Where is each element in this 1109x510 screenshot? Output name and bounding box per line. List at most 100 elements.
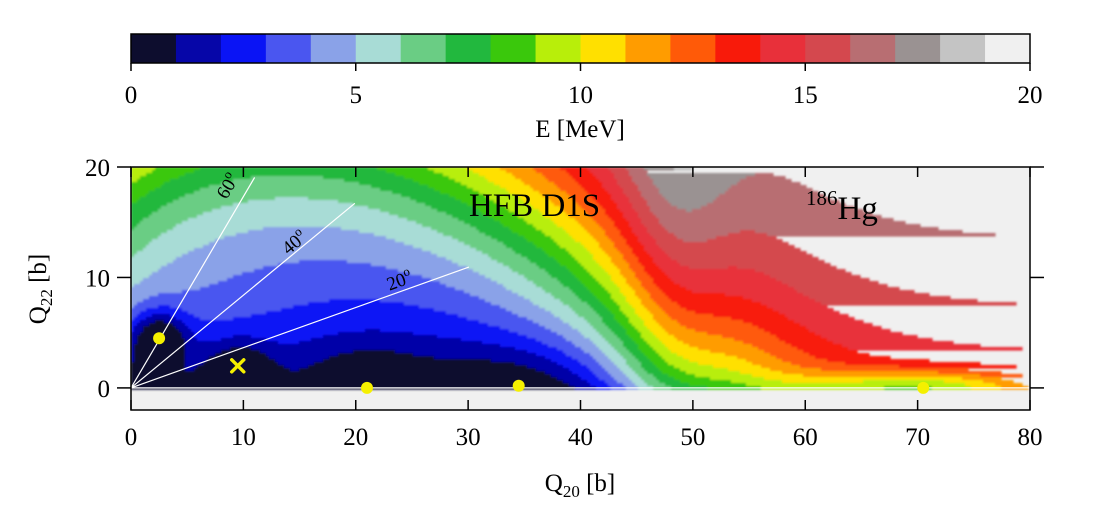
contour-band-segment <box>509 191 540 195</box>
contour-band-segment <box>404 176 450 180</box>
contour-band-segment <box>635 275 651 279</box>
contour-band-segment <box>632 179 654 183</box>
contour-band-segment <box>194 335 234 339</box>
contour-band-segment <box>194 314 252 318</box>
contour-band-segment <box>182 290 465 294</box>
contour-band-segment <box>149 215 198 219</box>
contour-band-segment <box>542 194 570 198</box>
contour-band-segment <box>683 356 738 360</box>
contour-band-segment <box>629 335 642 339</box>
contour-band-segment <box>164 182 222 186</box>
contour-band-segment <box>638 329 651 333</box>
contour-band-segment <box>581 242 600 246</box>
contour-band-segment <box>656 365 675 369</box>
contour-band-segment <box>506 170 537 174</box>
contour-band-segment <box>182 254 438 258</box>
contour-band-segment <box>794 287 900 291</box>
contour-band-segment <box>578 182 603 186</box>
contour-band-segment <box>416 200 462 204</box>
contour-band-segment <box>731 380 783 384</box>
contour-band-segment <box>629 365 642 369</box>
contour-band-segment <box>308 197 411 201</box>
contour-band-segment <box>602 206 618 210</box>
colorbar-tick-label: 5 <box>350 82 363 109</box>
contour-band-segment <box>650 344 666 348</box>
contour-band-segment <box>452 215 489 219</box>
contour-band-segment <box>131 236 159 240</box>
x-tick-label: 80 <box>1018 424 1043 451</box>
contour-band-segment <box>635 290 648 294</box>
contour-band-segment <box>482 341 543 345</box>
contour-band-segment <box>944 380 984 384</box>
contour-band-segment <box>497 281 534 285</box>
contour-band-segment <box>611 278 627 282</box>
contour-band-segment <box>521 179 549 183</box>
contour-band-segment <box>647 308 663 312</box>
contour-band-segment <box>134 359 186 363</box>
contour-band-segment <box>623 254 636 258</box>
contour-band-segment <box>629 266 645 270</box>
contour-band-segment <box>242 272 411 276</box>
contour-band-segment <box>131 212 153 216</box>
contour-band-segment <box>575 293 594 297</box>
contour-band-segment <box>689 359 747 363</box>
contour-band-segment <box>773 308 834 312</box>
contour-band-segment <box>131 317 135 321</box>
contour-band-segment <box>248 230 360 234</box>
contour-band-segment <box>674 233 729 237</box>
contour-band-segment <box>185 338 198 342</box>
contour-band-segment <box>545 326 573 330</box>
contour-band-segment <box>635 272 648 276</box>
colorbar-swatches <box>131 34 1031 63</box>
contour-band-segment <box>668 362 699 366</box>
contour-band-segment <box>626 296 639 300</box>
minima-markers <box>153 332 930 394</box>
contour-band-segment <box>572 176 597 180</box>
contour-band-segment <box>515 176 546 180</box>
contour-band-segment <box>662 194 720 198</box>
contour-band-segment <box>656 320 678 324</box>
contour-band-segment <box>290 368 300 372</box>
contour-band-segment <box>134 326 144 330</box>
contour-band-segment <box>827 338 933 342</box>
contour-band-segment <box>671 317 732 321</box>
contour-band-segment <box>512 311 552 315</box>
contour-band-segment <box>527 257 555 261</box>
contour-band-segment <box>506 287 543 291</box>
contour-band-segment <box>566 353 591 357</box>
contour-band-segment <box>458 314 519 318</box>
contour-band-segment <box>278 341 300 345</box>
contour-band-segment <box>629 320 645 324</box>
contour-band-segment <box>539 323 570 327</box>
contour-band-segment <box>557 332 582 336</box>
contour-band-segment <box>614 200 630 204</box>
contour-band-segment <box>596 329 612 333</box>
contour-band-segment <box>575 257 594 261</box>
contour-band-segment <box>674 365 714 369</box>
contour-band-segment <box>602 317 615 321</box>
contour-band-segment <box>641 191 660 195</box>
contour-band-segment <box>668 296 744 300</box>
contour-band-segment <box>506 206 534 210</box>
contour-band-segment <box>413 332 519 336</box>
contour-band-segment <box>647 272 666 276</box>
contour-band-segment <box>131 182 165 186</box>
contour-band-segment <box>638 236 654 240</box>
contour-band-segment <box>644 245 660 249</box>
contour-band-segment <box>680 323 753 327</box>
contour-band-segment <box>461 182 495 186</box>
contour-band-segment <box>635 383 648 387</box>
contour-band-segment <box>209 185 372 189</box>
contour-band-segment <box>554 239 576 243</box>
colorbar-swatch <box>940 34 986 63</box>
contour-band-segment <box>569 194 591 198</box>
contour-band-segment <box>611 170 630 174</box>
contour-band-segment <box>329 356 435 360</box>
contour-band-segment <box>158 305 171 309</box>
contour-band-segment <box>752 362 792 366</box>
contour-band-segment <box>587 269 606 273</box>
contour-band-segment <box>572 236 594 240</box>
contour-band-segment <box>413 353 537 357</box>
contour-band-segment <box>167 263 279 267</box>
contour-band-segment <box>518 215 546 219</box>
